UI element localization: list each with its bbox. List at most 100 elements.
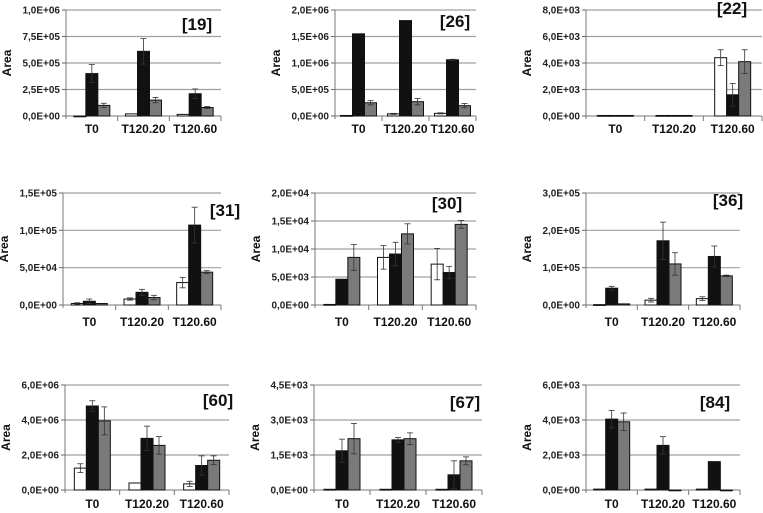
bar: [593, 488, 607, 491]
y-tick-label: 6,0E+03: [542, 381, 580, 392]
x-tick-label: T120.60: [173, 315, 217, 329]
x-tick-label: T120.20: [652, 122, 696, 136]
y-tick-label: 2,0E+06: [291, 6, 329, 17]
y-tick-label: 0,0E+00: [21, 486, 59, 497]
y-tick-label: 4,0E+03: [542, 59, 580, 70]
panel-label: [19]: [182, 15, 212, 34]
panel-label: [67]: [450, 393, 480, 412]
y-axis-label: Area: [520, 424, 534, 451]
panel-31: 0,0E+00 5,0E+04 1,0E+05 1,5E+05 Area [31] T0 T1…: [0, 189, 240, 330]
bar: [617, 421, 631, 491]
y-tick-label: 4,0E+03: [542, 416, 580, 427]
y-axis-label: Area: [0, 424, 13, 451]
bar: [128, 482, 142, 491]
bar: [719, 489, 733, 492]
y-tick-label: 1,0E+04: [271, 245, 309, 256]
panel-30: 0,0E+00 5,0E+03 1,0E+04 1,5E+04 2,0E+04 Area […: [249, 189, 477, 329]
x-tick-label: T0: [608, 122, 622, 136]
bar: [679, 114, 693, 117]
bar: [401, 233, 414, 306]
panel-label: [31]: [210, 201, 240, 220]
bar: [379, 488, 393, 491]
x-tick-label: T120.60: [432, 497, 476, 511]
y-tick-label: 5,0E+05: [22, 59, 60, 70]
x-tick-label: T120.20: [641, 315, 685, 329]
bar: [403, 438, 417, 491]
x-tick-label: T120.20: [373, 315, 417, 329]
y-tick-label: 1,0E+05: [542, 263, 580, 274]
y-tick-label: 1,5E+04: [271, 217, 309, 228]
bar: [399, 20, 412, 117]
bar: [200, 271, 214, 306]
bar: [340, 114, 353, 117]
bar: [94, 303, 108, 306]
y-axis-label: Area: [249, 235, 263, 262]
y-tick-label: 0,0E+00: [22, 112, 60, 123]
y-axis-label: Area: [0, 235, 11, 262]
y-tick-label: 1,5E+03: [270, 451, 308, 462]
x-tick-label: T120.20: [121, 122, 165, 136]
y-tick-label: 7,5E+05: [22, 32, 60, 43]
y-axis-label: Area: [0, 49, 14, 76]
y-tick-label: 2,5E+05: [22, 85, 60, 96]
y-tick-label: 4,0E+06: [21, 416, 59, 427]
x-tick-label: T0: [85, 122, 99, 136]
x-tick-label: T120.60: [180, 497, 224, 511]
x-tick-label: T120.60: [427, 315, 471, 329]
y-tick-label: 0,0E+00: [271, 301, 309, 312]
x-tick-label: T0: [335, 315, 349, 329]
x-tick-label: T120.20: [641, 497, 685, 511]
bar: [667, 114, 681, 117]
y-tick-label: 2,0E+04: [271, 189, 309, 200]
bar: [644, 488, 658, 491]
bar: [435, 488, 449, 491]
y-tick-label: 5,0E+05: [291, 85, 329, 96]
y-tick-label: 0,0E+00: [542, 112, 580, 123]
y-tick-label: 2,0E+03: [542, 85, 580, 96]
y-tick-label: 0,0E+00: [542, 301, 580, 312]
bar: [620, 114, 634, 117]
bar: [719, 275, 733, 306]
x-tick-label: T120.20: [376, 497, 420, 511]
x-tick-label: T0: [605, 315, 619, 329]
y-tick-label: 1,0E+05: [19, 226, 57, 237]
bar: [605, 287, 619, 306]
bar: [454, 223, 468, 306]
bar: [617, 303, 631, 306]
y-tick-label: 3,0E+05: [542, 189, 580, 200]
x-tick-label: T0: [82, 315, 96, 329]
y-tick-label: 1,5E+05: [19, 189, 57, 200]
panel-label: [84]: [700, 393, 730, 412]
panel-label: [26]: [440, 12, 470, 31]
y-tick-label: 4,5E+03: [270, 381, 308, 392]
x-tick-label: T120.20: [383, 122, 427, 136]
bar: [323, 488, 337, 491]
panel-22: 0,0E+00 2,0E+03 4,0E+03 6,0E+03 8,0E+03 Area […: [520, 0, 763, 136]
bar: [695, 488, 709, 491]
panel-label: [30]: [432, 194, 462, 213]
bar: [668, 489, 682, 492]
panel-60: 0,0E+00 2,0E+06 4,0E+06 6,0E+06 Area [60] T0 T1…: [0, 381, 233, 512]
bar: [352, 33, 365, 117]
x-tick-label: T120.20: [120, 315, 164, 329]
y-axis-label: Area: [520, 49, 534, 76]
y-tick-label: 0,0E+00: [270, 486, 308, 497]
y-tick-label: 0,0E+00: [291, 112, 329, 123]
panel-36: 0,0E+00 1,0E+05 2,0E+05 3,0E+05 Area [36] T0 T1…: [520, 189, 743, 330]
bar: [596, 114, 610, 117]
bar: [335, 278, 349, 306]
bar: [459, 460, 473, 491]
y-tick-label: 0,0E+00: [542, 486, 580, 497]
panel-84: 0,0E+00 2,0E+03 4,0E+03 6,0E+03 Area [84] T0 T1…: [520, 381, 741, 511]
bar: [85, 405, 99, 491]
y-tick-label: 2,0E+06: [21, 451, 59, 462]
bar: [73, 115, 87, 118]
bar: [605, 418, 619, 491]
x-tick-label: T0: [351, 122, 365, 136]
bar: [714, 57, 728, 117]
x-tick-label: T120.60: [692, 315, 736, 329]
y-tick-label: 0,0E+00: [19, 301, 57, 312]
panel-label: [60]: [203, 391, 233, 410]
y-tick-label: 2,0E+03: [542, 451, 580, 462]
